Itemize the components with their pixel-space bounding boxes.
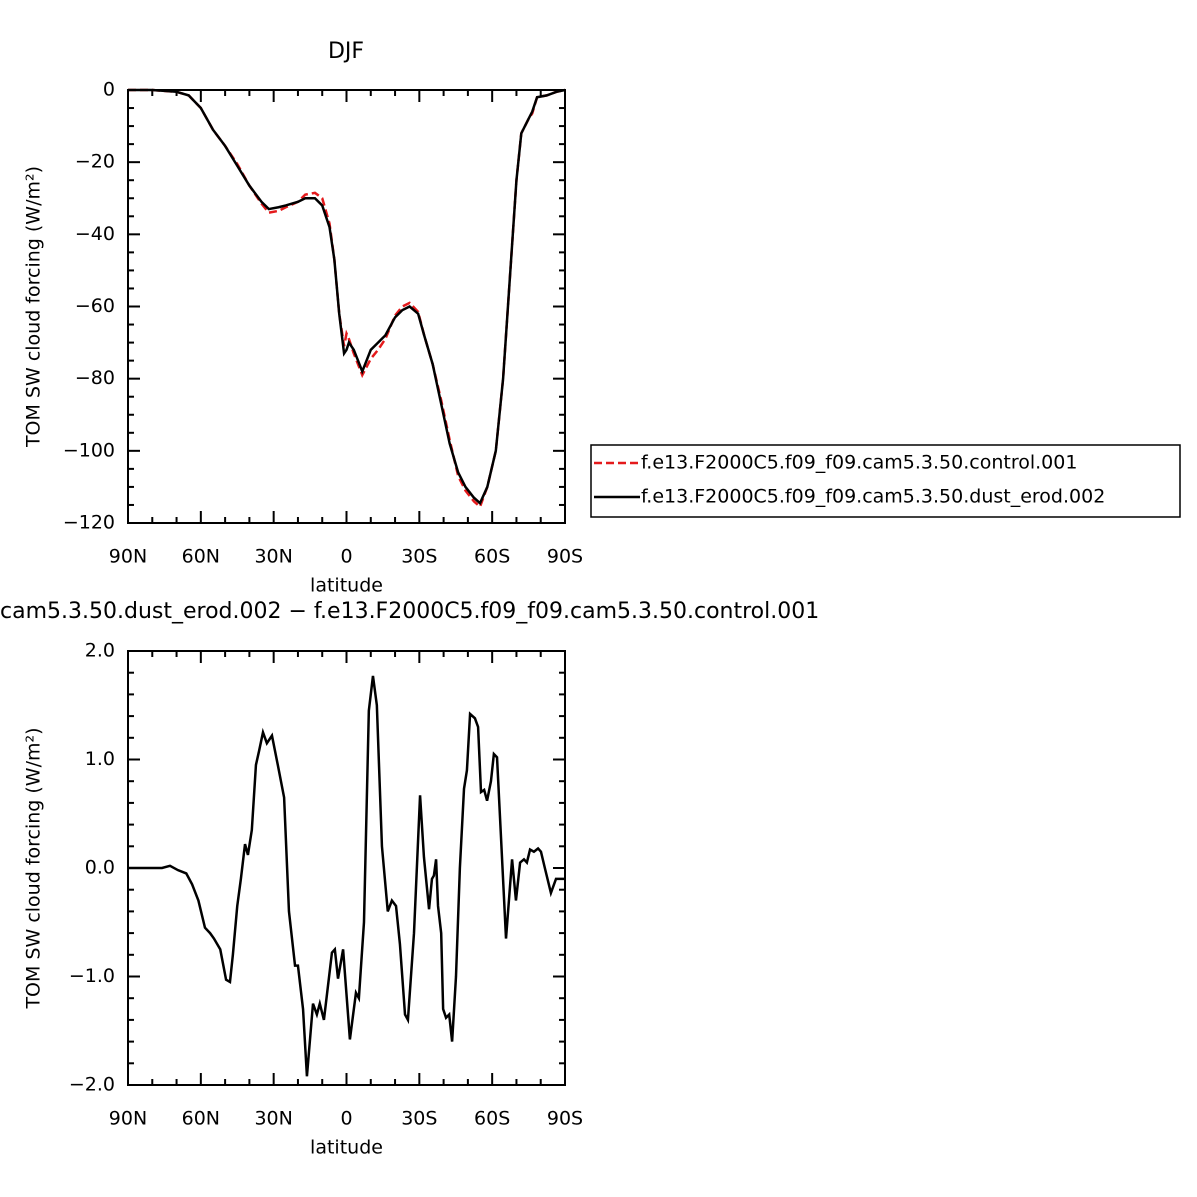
- legend-box: [590, 444, 1181, 518]
- data-line: [128, 675, 565, 1077]
- y-tick-label: −40: [75, 223, 115, 245]
- y-tick-label: −1.0: [69, 965, 115, 987]
- x-tick-label: 30S: [401, 1108, 437, 1130]
- x-tick-label: 0: [340, 546, 352, 568]
- legend: f.e13.F2000C5.f09_f09.cam5.3.50.control.…: [590, 444, 1181, 518]
- x-tick-label: 30S: [401, 546, 437, 568]
- y-tick-label: 1.0: [85, 748, 115, 770]
- legend-label: f.e13.F2000C5.f09_f09.cam5.3.50.dust_ero…: [641, 486, 1105, 508]
- x-tick-label: 60S: [474, 1108, 510, 1130]
- x-tick-label: 0: [340, 1108, 352, 1130]
- x-tick-label: 90N: [109, 546, 147, 568]
- x-tick-label: 90N: [109, 1108, 147, 1130]
- x-tick-label: 60N: [182, 546, 220, 568]
- x-tick-label: 90S: [547, 546, 583, 568]
- legend-label: f.e13.F2000C5.f09_f09.cam5.3.50.control.…: [641, 452, 1077, 474]
- y-tick-label: −60: [75, 295, 115, 317]
- y-tick-label: −80: [75, 367, 115, 389]
- y-tick-label: −100: [63, 439, 115, 461]
- data-line: [128, 88, 566, 506]
- y-axis-label: TOM SW cloud forcing (W/m²): [23, 727, 45, 1009]
- y-tick-label: 2.0: [85, 640, 115, 662]
- y-tick-label: 0.0: [85, 857, 115, 879]
- x-tick-label: 30N: [254, 546, 292, 568]
- data-line: [128, 88, 566, 509]
- y-tick-label: 0: [103, 79, 115, 101]
- y-axis-label: TOM SW cloud forcing (W/m²): [23, 166, 45, 448]
- x-axis-label: latitude: [310, 1137, 383, 1159]
- y-tick-label: −2.0: [69, 1074, 115, 1096]
- x-tick-label: 60N: [182, 1108, 220, 1130]
- plot-frame: [127, 89, 566, 524]
- x-tick-label: 60S: [474, 546, 510, 568]
- x-tick-label: 30N: [254, 1108, 292, 1130]
- y-tick-label: −120: [63, 512, 115, 534]
- x-axis-label: latitude: [310, 575, 383, 597]
- plot-frame: [127, 650, 566, 1086]
- x-tick-label: 90S: [547, 1108, 583, 1130]
- chart-title: DJF: [328, 39, 364, 64]
- chart-title: cam5.3.50.dust_erod.002 − f.e13.F2000C5.…: [0, 599, 819, 624]
- y-tick-label: −20: [75, 151, 115, 173]
